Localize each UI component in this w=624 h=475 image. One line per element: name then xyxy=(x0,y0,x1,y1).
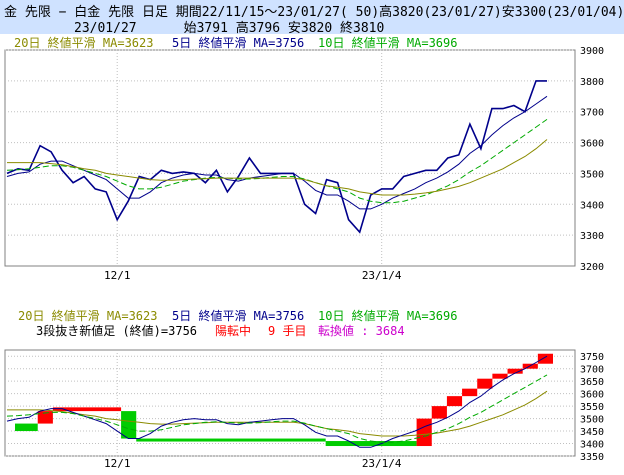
three-line-block xyxy=(537,353,553,364)
lower-xtick-label: 23/1/4 xyxy=(362,457,402,470)
main-series-group xyxy=(6,80,548,234)
reversal-label: 陽転中 xyxy=(215,323,251,338)
lower-legend-ma10: 10日 終値平滑 MA=3696 xyxy=(318,308,457,323)
main-series-line xyxy=(6,95,548,210)
three-line-label: 3段抜き新値足 (終値)=3756 xyxy=(36,323,197,338)
lower-ytick-label: 3400 xyxy=(580,440,604,451)
main-xtick-label: 23/1/4 xyxy=(362,269,402,282)
three-line-block xyxy=(136,438,326,442)
legend-ma5: 5日 終値平滑 MA=3756 xyxy=(172,35,304,50)
main-grid xyxy=(5,49,575,266)
lower-legend-ma20: 20日 終値平滑 MA=3623 xyxy=(18,308,157,323)
lower-ytick-label: 3600 xyxy=(580,390,604,401)
main-ytick-label: 3900 xyxy=(580,46,604,57)
ohlc-readout: 23/01/27 始3791 高3796 安3820 終3810 xyxy=(74,17,384,36)
three-line-block xyxy=(52,407,122,412)
lower-ytick-label: 3700 xyxy=(580,365,604,376)
three-line-blocks xyxy=(15,353,553,447)
lower-series-line xyxy=(7,390,548,437)
main-ytick-label: 3700 xyxy=(580,108,604,119)
three-line-block xyxy=(492,373,508,379)
main-ytick-label: 3300 xyxy=(580,231,604,242)
three-line-block xyxy=(37,411,53,424)
lower-series-line xyxy=(6,374,548,443)
ohlc-low: 安3820 xyxy=(287,21,333,36)
main-series-line xyxy=(6,80,547,234)
ohlc-open: 始3791 xyxy=(183,21,228,36)
ohlc-date: 23/01/27 xyxy=(74,21,137,36)
main-plot-frame xyxy=(4,49,576,267)
lower-series-line xyxy=(6,355,548,448)
three-line-block xyxy=(462,388,478,397)
count-label: 9 手目 xyxy=(268,324,306,338)
three-line-block xyxy=(431,406,447,419)
ohlc-high: 高3796 xyxy=(235,21,281,36)
main-ytick-label: 3500 xyxy=(580,169,604,180)
main-ytick-label: 3200 xyxy=(580,262,604,273)
lower-ytick-label: 3450 xyxy=(580,427,604,438)
conversion-label: 転換値 : 3684 xyxy=(318,323,405,338)
axis-labels: 3200 3300 3400 3500 3600 3700 3800 3900 12/1 23/1… xyxy=(104,46,604,470)
chart-title: 金 先限 − 白金 先限 日足 期間22/11/15〜23/01/27( 50)… xyxy=(4,5,624,20)
legend-ma20: 20日 終値平滑 MA=3623 xyxy=(14,35,153,50)
main-ytick-label: 3600 xyxy=(580,139,604,150)
chart-header: 金 先限 − 白金 先限 日足 期間22/11/15〜23/01/27( 50)… xyxy=(0,0,624,36)
lower-legend-ma5: 5日 終値平滑 MA=3756 xyxy=(172,308,304,323)
main-ytick-label: 3800 xyxy=(580,77,604,88)
main-series-line xyxy=(7,139,548,196)
lower-ytick-label: 3350 xyxy=(580,452,604,463)
three-line-block xyxy=(507,368,523,374)
three-line-block xyxy=(325,441,417,447)
lower-ytick-label: 3500 xyxy=(580,415,604,426)
three-line-block xyxy=(15,423,38,432)
three-line-block xyxy=(446,396,463,407)
main-ytick-label: 3400 xyxy=(580,200,604,211)
lower-series-group xyxy=(6,355,548,448)
ohlc-close: 終3810 xyxy=(340,21,385,36)
lower-ytick-label: 3750 xyxy=(580,352,604,363)
lower-xtick-label: 12/1 xyxy=(104,457,131,470)
main-xtick-label: 12/1 xyxy=(104,269,131,282)
three-line-block xyxy=(477,378,493,389)
three-line-block xyxy=(121,411,137,439)
lower-ytick-label: 3650 xyxy=(580,377,604,388)
lower-ytick-label: 3550 xyxy=(580,402,604,413)
three-line-block xyxy=(416,418,432,447)
main-series-line xyxy=(6,118,548,204)
legend-ma10: 10日 終値平滑 MA=3696 xyxy=(318,35,457,50)
